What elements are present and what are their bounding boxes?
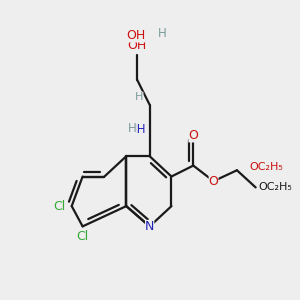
Text: OC₂H₅: OC₂H₅ <box>249 162 283 172</box>
Text: Cl: Cl <box>76 230 89 242</box>
Text: O: O <box>208 175 218 188</box>
Text: H: H <box>128 122 137 135</box>
Text: OC₂H₅: OC₂H₅ <box>259 182 292 192</box>
Text: OH: OH <box>128 39 147 52</box>
Text: O: O <box>188 130 198 142</box>
Text: NH: NH <box>129 123 146 136</box>
Text: OH: OH <box>126 29 145 42</box>
Text: Cl: Cl <box>53 200 65 213</box>
Text: H: H <box>135 92 143 102</box>
Text: N: N <box>145 220 154 233</box>
Text: H: H <box>158 27 166 40</box>
